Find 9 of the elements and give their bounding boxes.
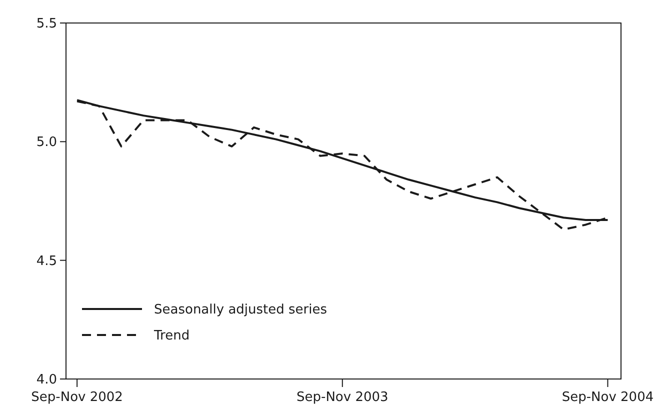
legend-label: Trend (153, 328, 190, 344)
y-tick-label: 5.5 (36, 16, 57, 32)
legend-label: Seasonally adjusted series (154, 302, 328, 318)
y-tick-label: 5.0 (36, 135, 57, 150)
x-tick-label: Sep-Nov 2002 (31, 390, 123, 405)
x-tick-label: Sep-Nov 2003 (296, 390, 388, 405)
y-tick-label: 4.0 (36, 372, 57, 388)
x-tick-label: Sep-Nov 2004 (562, 390, 654, 405)
y-tick-label: 4.5 (36, 254, 57, 269)
